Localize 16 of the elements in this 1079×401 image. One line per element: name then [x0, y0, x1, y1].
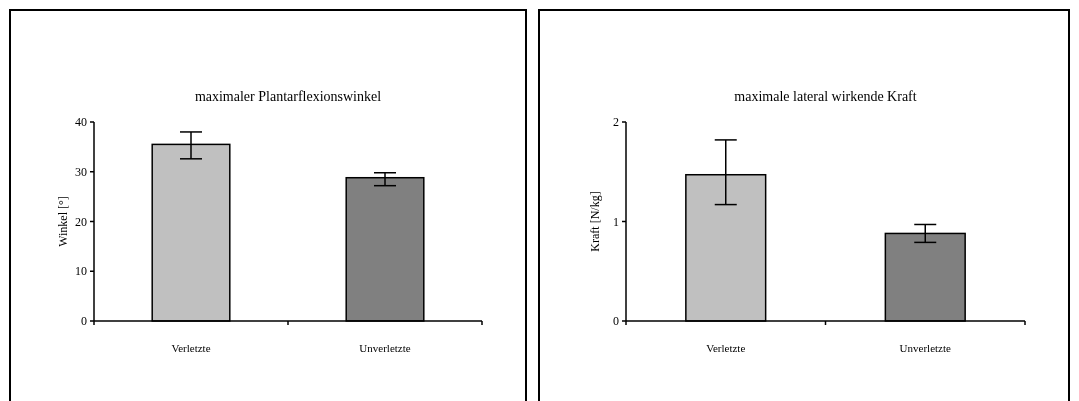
y-tick-label: 30: [75, 164, 87, 179]
y-tick-label: 1: [613, 214, 619, 229]
y-tick-label: 40: [75, 115, 87, 130]
x-tick-label: Verletzte: [171, 342, 211, 354]
chart-title: maximaler Plantarflexionswinkel: [194, 89, 382, 104]
x-tick-label: Verletzte: [706, 342, 746, 354]
x-tick-label: Unverletzte: [359, 342, 411, 354]
x-tick-label: Unverletzte: [899, 342, 952, 354]
y-axis-title: Winkel [°]: [56, 196, 70, 247]
y-tick-label: 2: [613, 115, 619, 130]
y-tick-label: 0: [613, 314, 619, 329]
chart-title: maximale lateral wirkende Kraft: [734, 89, 917, 104]
y-tick-label: 20: [75, 214, 87, 229]
y-tick-label: 0: [81, 314, 87, 329]
y-tick-label: 10: [75, 264, 87, 279]
y-axis-title: Kraft [N/kg]: [588, 191, 602, 252]
